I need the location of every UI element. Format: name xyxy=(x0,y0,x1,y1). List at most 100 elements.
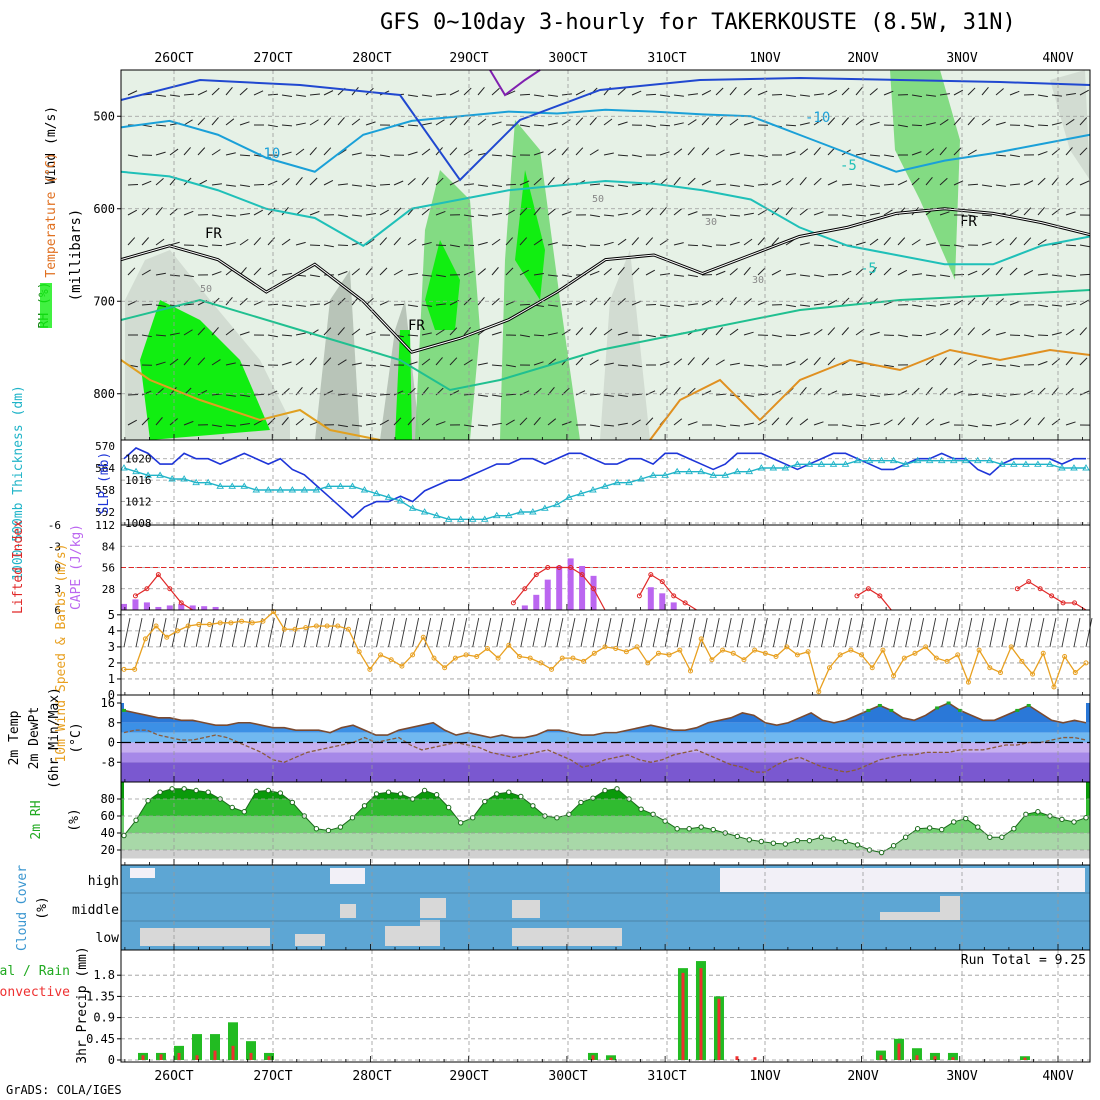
temp-contour-minus5 xyxy=(120,170,1091,266)
contour-label: -5 xyxy=(860,261,877,277)
precip-total-bar xyxy=(209,1034,220,1060)
wind-barb xyxy=(925,304,936,307)
wind-barb xyxy=(757,300,768,306)
wind-barb xyxy=(407,151,418,156)
wind-barb xyxy=(127,90,138,96)
wind10m-marker xyxy=(848,647,854,653)
wind-barb xyxy=(295,122,306,126)
rh-shading xyxy=(890,70,960,280)
cloud-middle-bar xyxy=(420,898,446,918)
thickness-marker xyxy=(1022,460,1030,467)
thickness-marker xyxy=(901,460,910,467)
contour-label: 50 xyxy=(592,194,604,205)
wind-barb xyxy=(351,328,361,336)
wind-barb xyxy=(323,90,334,96)
rh2m-marker xyxy=(169,786,175,792)
cloud-high-gap xyxy=(130,868,155,878)
wind-barb xyxy=(281,304,292,307)
wind-barb xyxy=(351,362,362,366)
wind-barb xyxy=(855,241,866,246)
wind-barb xyxy=(435,177,444,186)
wind-barb xyxy=(869,267,877,276)
wind10m-marker xyxy=(303,625,309,631)
wind-barb xyxy=(253,267,262,276)
thickness-marker xyxy=(961,456,970,464)
rh-band xyxy=(121,833,1090,850)
wind-barb xyxy=(267,124,278,128)
wind-barb xyxy=(435,119,445,126)
wind-barb xyxy=(379,154,390,158)
wind-barb xyxy=(785,361,796,366)
wind-barb xyxy=(1037,124,1049,127)
wind-barb xyxy=(939,177,948,186)
wind-barb xyxy=(589,327,597,336)
cape-bar xyxy=(132,599,139,610)
lifted-index-marker xyxy=(1049,593,1055,599)
wind-barb xyxy=(1023,334,1034,338)
wind-barb xyxy=(141,334,152,338)
wind-barb xyxy=(883,154,894,158)
thickness-marker xyxy=(949,456,958,464)
wind-barb xyxy=(603,241,614,246)
wind-barb xyxy=(547,358,557,366)
cloud-level-label: low xyxy=(96,931,120,946)
thickness-marker xyxy=(913,456,922,464)
wind-barb xyxy=(701,180,712,186)
wind10m-marker xyxy=(1083,660,1089,666)
wind-barb xyxy=(631,393,643,396)
wind-barb xyxy=(799,208,809,216)
wind-barb xyxy=(1023,207,1032,216)
wind-barb xyxy=(127,393,139,396)
wind-barb xyxy=(967,327,976,336)
wind-barb xyxy=(939,118,949,126)
wind-barb xyxy=(253,393,265,396)
wind10m-line xyxy=(124,610,1087,694)
wind-barb xyxy=(449,390,460,396)
wind-barb xyxy=(617,394,628,397)
wind-barb xyxy=(267,390,278,396)
cloud-low-bar xyxy=(385,926,425,946)
wind-barb xyxy=(309,147,317,156)
y-tick-label: 800 xyxy=(93,387,115,401)
wind-barb xyxy=(365,422,376,426)
wind10m-marker xyxy=(345,626,351,632)
wind-barb xyxy=(743,422,754,426)
wind-barb xyxy=(1037,151,1048,156)
thickness-marker xyxy=(1010,460,1018,467)
wind-barb xyxy=(785,177,794,186)
rh2m-marker xyxy=(289,799,296,806)
wind-barb xyxy=(953,273,965,276)
wind-barb xyxy=(617,121,628,126)
rh2m-marker xyxy=(313,826,320,832)
li-tick-label: -6 xyxy=(48,519,61,532)
wind-barb xyxy=(575,147,584,156)
cloud-high-gap xyxy=(720,868,840,892)
wind-barb xyxy=(1079,390,1090,396)
wind-barb xyxy=(491,297,500,306)
wind-barb xyxy=(197,357,206,366)
thickness-marker xyxy=(360,486,369,493)
wind-barb xyxy=(757,183,769,186)
wind-barb xyxy=(505,419,515,426)
wind-barb xyxy=(953,147,962,156)
wind-barb xyxy=(127,419,137,426)
wind10m-barb xyxy=(315,617,323,647)
wind-barb xyxy=(911,273,922,276)
wind-barb xyxy=(911,177,920,186)
wind-barb xyxy=(729,241,740,246)
y-tick-label: 700 xyxy=(93,294,115,308)
wind-barb xyxy=(1037,94,1048,98)
wind-barb xyxy=(449,117,458,126)
wind-barb xyxy=(155,124,167,127)
lifted-index-marker xyxy=(167,586,173,592)
rh-mask xyxy=(124,782,1086,853)
slp-line xyxy=(123,447,1086,519)
thickness-marker xyxy=(793,460,802,467)
wind-barb xyxy=(715,183,727,186)
slp-tick-label: 1016 xyxy=(125,474,152,487)
precip-convective-bar xyxy=(681,972,685,1060)
wind-barb xyxy=(715,214,726,218)
wind-barb xyxy=(155,207,163,216)
wind10m-barb xyxy=(1073,617,1081,647)
wind-barb xyxy=(491,394,502,397)
